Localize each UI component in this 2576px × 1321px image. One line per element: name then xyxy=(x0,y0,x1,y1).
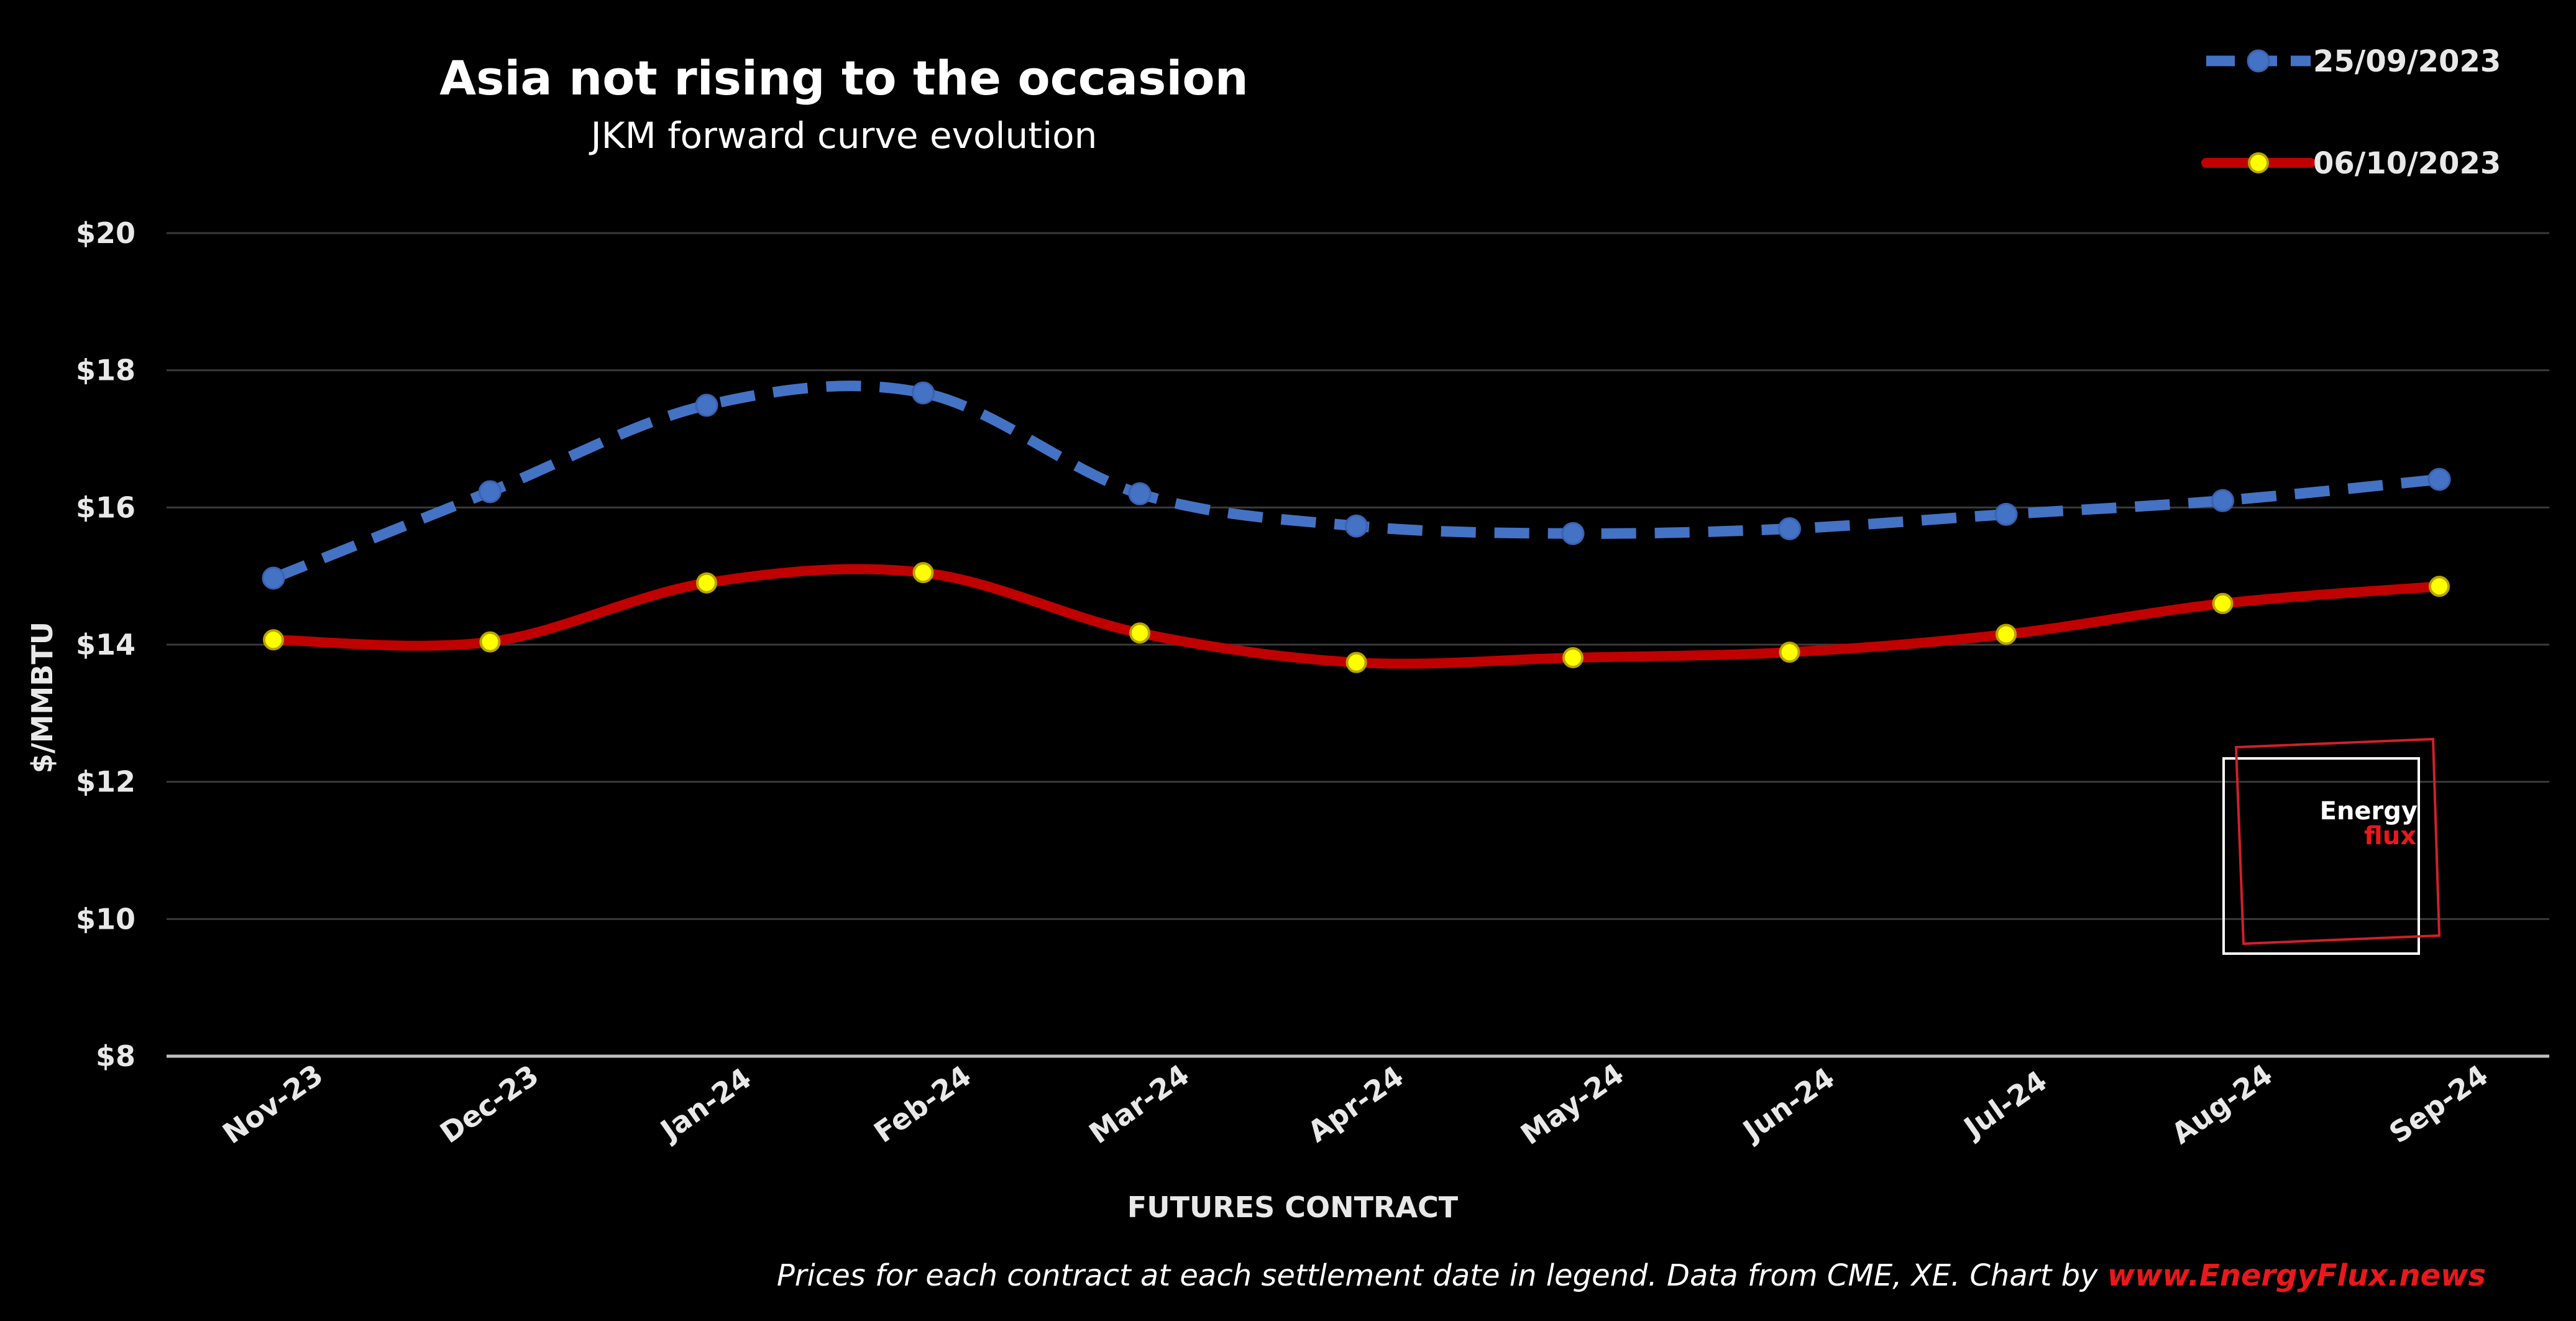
logo-energy-text: Energy xyxy=(2320,797,2418,826)
series-2-point xyxy=(1996,624,2017,645)
chart-subtitle: JKM forward curve evolution xyxy=(589,114,1098,157)
series-1-point xyxy=(1778,517,1801,541)
series-2-point xyxy=(2212,592,2234,614)
series-2-point xyxy=(1562,647,1584,668)
series-1-point xyxy=(262,566,285,590)
series-2-point xyxy=(1129,622,1150,644)
series-1-point xyxy=(1345,514,1368,538)
y-tick-label: $16 xyxy=(76,490,135,524)
y-tick-label: $18 xyxy=(76,354,135,387)
series-1-point xyxy=(912,381,935,405)
y-tick-label: $20 xyxy=(76,216,135,250)
chart-title: Asia not rising to the occasion xyxy=(439,50,1248,106)
legend-marker-2 xyxy=(2248,152,2269,173)
y-tick-label: $8 xyxy=(96,1039,135,1073)
series-1-point xyxy=(1561,522,1585,545)
series-1-point xyxy=(2427,467,2451,491)
x-axis-label: FUTURES CONTRACT xyxy=(1127,1190,1459,1224)
footnote: Prices for each contract at each settlem… xyxy=(777,1258,2486,1293)
series-2-point xyxy=(1345,651,1367,673)
series-layer xyxy=(262,380,2451,673)
logo-square-white xyxy=(2222,757,2420,955)
series-2-point xyxy=(912,562,934,584)
y-axis-ticks: $8 $10 $12 $14 $16 $18 $20 xyxy=(76,216,135,1073)
logo-square-red xyxy=(2234,737,2441,946)
footnote-text: Prices for each contract at each settlem… xyxy=(777,1258,2107,1293)
y-tick-label: $12 xyxy=(76,765,135,799)
series-1-point xyxy=(479,480,502,504)
y-tick-label: $10 xyxy=(76,902,135,936)
grid-lines xyxy=(167,232,2549,1058)
series-2-point xyxy=(2429,576,2450,597)
series-2-point xyxy=(696,572,717,594)
series-2-point xyxy=(1779,642,1800,663)
y-axis-label: $/MMBTU xyxy=(25,622,59,773)
legend-label-1: 25/09/2023 xyxy=(2313,44,2501,79)
energyflux-logo: Energy flux xyxy=(2222,737,2441,955)
series-1-point xyxy=(2211,489,2234,512)
logo-flux-text: flux xyxy=(2364,822,2416,850)
series-1-point xyxy=(1128,482,1152,505)
legend-marker-1 xyxy=(2247,49,2270,73)
y-tick-label: $14 xyxy=(76,628,135,661)
legend: 25/09/2023 06/10/2023 xyxy=(2201,44,2501,181)
series-1-point xyxy=(695,394,718,417)
series-2-point xyxy=(263,629,284,651)
series-2-point xyxy=(479,631,501,653)
series-1-point xyxy=(1994,502,2018,526)
legend-label-2: 06/10/2023 xyxy=(2313,146,2501,181)
footnote-link[interactable]: www.EnergyFlux.news xyxy=(2107,1258,2486,1293)
